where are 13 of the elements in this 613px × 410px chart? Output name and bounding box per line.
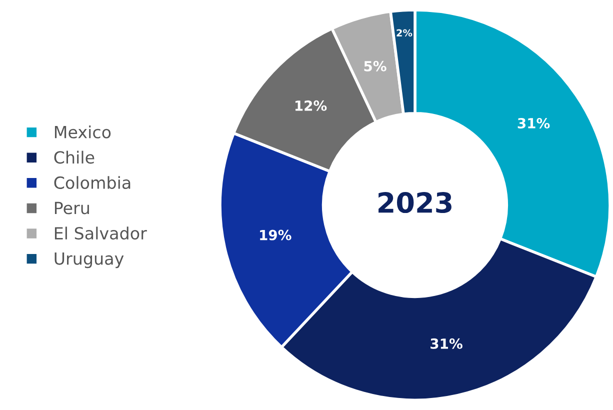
data-label: 12% <box>295 100 327 111</box>
legend-label: Peru <box>54 202 89 214</box>
data-label: 31% <box>518 118 550 128</box>
legend-label: Colombia <box>54 176 130 189</box>
legend-label: Chile <box>54 150 94 164</box>
data-label: 5% <box>364 60 386 72</box>
data-label: 2% <box>396 29 412 37</box>
data-label: 31% <box>430 338 462 349</box>
text: 2023 <box>378 192 452 214</box>
legend-label: Mexico <box>54 125 111 138</box>
data-label: 19% <box>260 230 292 240</box>
legend-label: Uruguay <box>54 252 124 268</box>
legend-label: El Salvador <box>54 226 147 240</box>
